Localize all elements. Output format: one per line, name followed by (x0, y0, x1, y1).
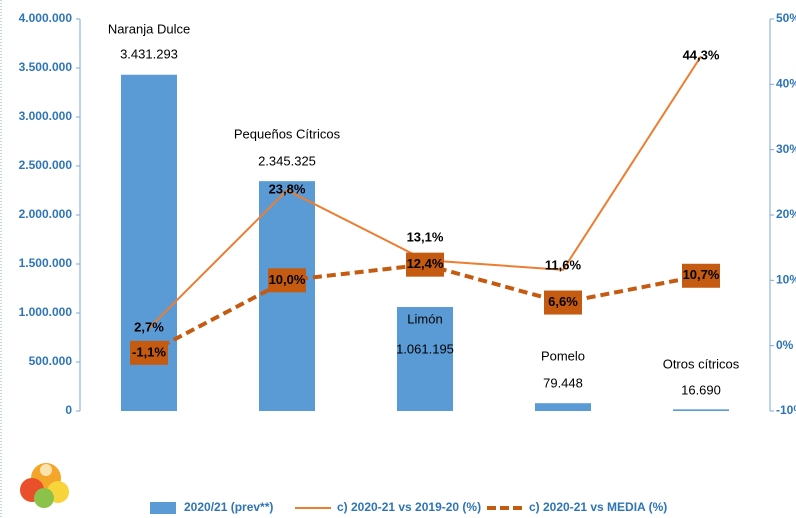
legend-swatch (150, 502, 176, 514)
y2-tick-label: 0% (776, 338, 794, 352)
bar-value-label: 2.345.325 (258, 153, 316, 168)
y2-tick-label: 30% (776, 142, 796, 156)
y2-tick-label: 40% (776, 77, 796, 91)
bar (259, 181, 315, 411)
y-tick-label: 2.000.000 (19, 207, 73, 221)
y2-tick-label: 10% (776, 273, 796, 287)
legend-label: 2020/21 (prev**) (184, 500, 273, 514)
y-tick-label: 0 (65, 403, 72, 417)
category-label: Otros cítricos (663, 356, 740, 371)
bar-value-label: 16.690 (681, 382, 721, 397)
y-tick-label: 3.000.000 (19, 109, 73, 123)
category-label: Pequeños Cítricos (234, 126, 341, 141)
line-value-label: 10,0% (269, 272, 306, 287)
line-value-label: 11,6% (545, 257, 582, 272)
line-value-label: -1,1% (132, 344, 166, 359)
y2-tick-label: 50% (776, 11, 796, 25)
line-value-label: 2,7% (134, 319, 164, 334)
y-tick-label: 2.500.000 (19, 158, 73, 172)
bar-value-label: 79.448 (543, 375, 583, 390)
chart: 0 500.000 1.000.000 1.500.000 2.000.000 2.500… (0, 0, 796, 518)
category-label: Limón (407, 311, 442, 326)
y-tick-label: 500.000 (29, 354, 73, 368)
y-tick-label: 1.000.000 (19, 305, 73, 319)
line (149, 56, 701, 328)
legend-label: c) 2020-21 vs 2019-20 (%) (337, 500, 481, 514)
bar (673, 409, 729, 411)
line-value-label: 12,4% (407, 256, 444, 271)
line-value-label: 13,1% (407, 230, 444, 245)
bar-value-label: 1.061.195 (396, 341, 454, 356)
line-value-label: 44,3% (683, 48, 720, 63)
line-value-label: 23,8% (269, 182, 306, 197)
y-tick-label: 3.500.000 (19, 60, 73, 74)
bar (535, 403, 591, 411)
line-value-label: 10,7% (683, 267, 720, 282)
y2-tick-label: 20% (776, 207, 796, 221)
line-value-label: 6,6% (548, 294, 578, 309)
category-label: Naranja Dulce (108, 21, 190, 36)
y2-tick-label: -10% (776, 403, 796, 417)
bar-value-label: 3.431.293 (120, 46, 178, 61)
fruit-icon (20, 463, 69, 508)
y-tick-label: 4.000.000 (19, 11, 73, 25)
category-label: Pomelo (541, 348, 585, 363)
y-tick-label: 1.500.000 (19, 256, 73, 270)
legend-label: c) 2020-21 vs MEDIA (%) (529, 500, 667, 514)
